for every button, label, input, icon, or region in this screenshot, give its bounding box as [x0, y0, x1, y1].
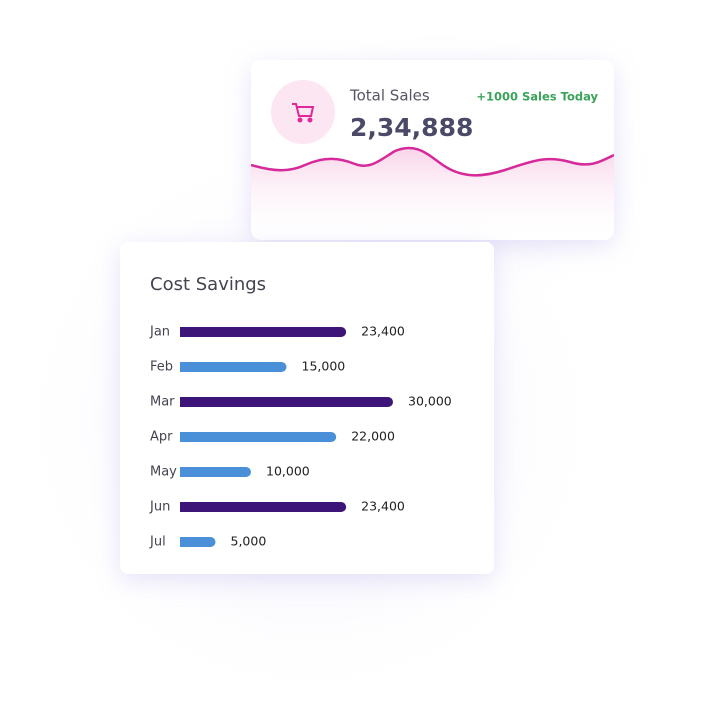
category-label: Jan: [149, 325, 170, 340]
sales-card: Total Sales 2,34,888 +1000 Sales Today: [251, 60, 614, 240]
category-label: Mar: [150, 395, 175, 410]
icon-circle: [271, 80, 335, 144]
category-label: Jul: [149, 535, 166, 550]
value-label: 15,000: [302, 359, 346, 374]
card-title: Total Sales: [349, 87, 430, 105]
bar: [180, 502, 347, 512]
value-label: 23,400: [361, 499, 405, 514]
bar: [180, 467, 251, 477]
cost-card: Cost Savings Jan 23,400 Feb 15,000 Mar 30,000…: [120, 242, 494, 574]
category-label: Apr: [150, 430, 173, 445]
category-label: May: [150, 465, 177, 480]
category-label: Jun: [149, 500, 170, 515]
value-label: 5,000: [231, 534, 267, 549]
badge: +1000 Sales Today: [476, 90, 598, 104]
card: [120, 242, 494, 574]
value-label: 22,000: [351, 429, 395, 444]
value-label: 10,000: [266, 464, 310, 479]
bar: [180, 362, 287, 372]
bar: [180, 327, 347, 337]
sparkline-area: [251, 147, 614, 240]
sparkline: [251, 146, 614, 177]
chart-title: Cost Savings: [150, 274, 266, 295]
card-value: 2,34,888: [350, 113, 473, 142]
bar: [180, 432, 337, 442]
value-label: 30,000: [408, 394, 452, 409]
category-label: Feb: [150, 360, 173, 375]
bar: [180, 537, 216, 547]
cart-icon: [292, 103, 315, 123]
bar: [180, 397, 393, 407]
value-label: 23,400: [361, 324, 405, 339]
